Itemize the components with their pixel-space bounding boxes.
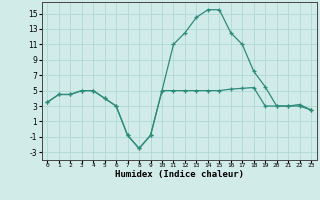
X-axis label: Humidex (Indice chaleur): Humidex (Indice chaleur)	[115, 170, 244, 179]
